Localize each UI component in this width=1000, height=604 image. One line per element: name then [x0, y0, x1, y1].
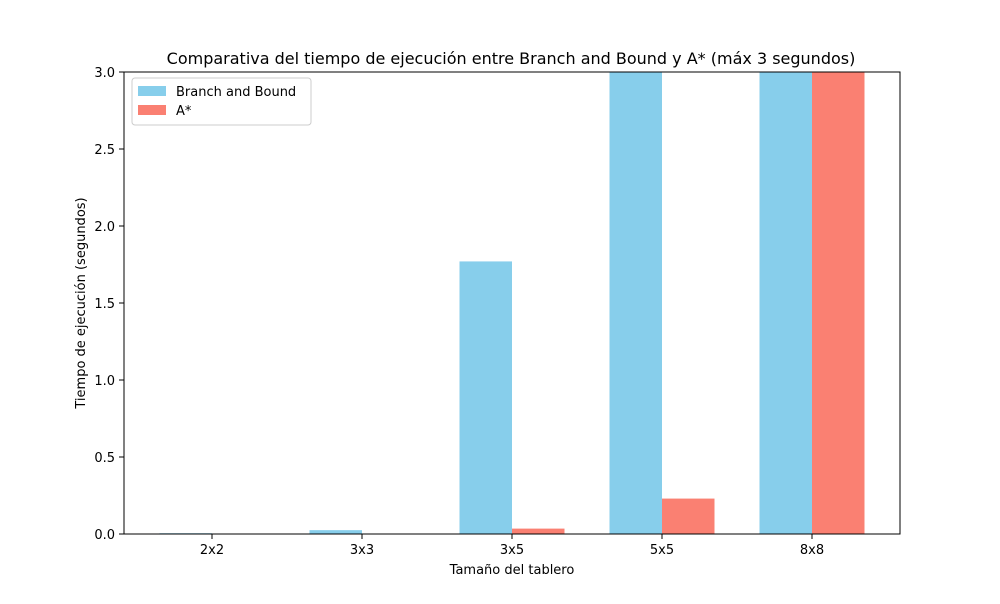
chart-title: Comparativa del tiempo de ejecución entr…	[167, 49, 856, 68]
y-tick-label: 0.5	[94, 451, 115, 466]
bar-a-star-5x5	[662, 499, 715, 534]
x-tick-label: 3x5	[500, 543, 524, 558]
y-tick-label: 1.5	[94, 297, 115, 312]
y-tick-label: 0.0	[94, 528, 115, 543]
bar-a-star-8x8	[812, 72, 865, 534]
x-tick-label: 5x5	[650, 543, 674, 558]
y-tick-label: 1.0	[94, 374, 115, 389]
legend: Branch and Bound A*	[132, 78, 311, 125]
y-axis-label: Tiempo de ejecución (segundos)	[74, 197, 89, 409]
y-axis: 0.0 0.5 1.0 1.5 2.0 2.5 3.0	[94, 66, 124, 543]
x-tick-label: 8x8	[800, 543, 824, 558]
x-tick-label: 2x2	[200, 543, 224, 558]
bar-branch-and-bound-3x5	[460, 261, 513, 534]
x-tick-label: 3x3	[350, 543, 374, 558]
bar-a-star-3x5	[512, 529, 565, 534]
y-tick-label: 3.0	[94, 66, 115, 81]
legend-label-a-star: A*	[176, 104, 192, 119]
legend-label-branch-and-bound: Branch and Bound	[176, 85, 296, 100]
y-tick-label: 2.0	[94, 220, 115, 235]
bar-branch-and-bound-3x3	[310, 530, 363, 534]
legend-swatch-branch-and-bound	[138, 86, 166, 96]
bars-layer	[160, 72, 865, 534]
legend-swatch-a-star	[138, 105, 166, 115]
bar-branch-and-bound-8x8	[760, 72, 813, 534]
x-axis: 2x2 3x3 3x5 5x5 8x8	[200, 534, 824, 558]
x-axis-label: Tamaño del tablero	[449, 563, 575, 578]
y-tick-label: 2.5	[94, 143, 115, 158]
bar-branch-and-bound-5x5	[610, 72, 663, 534]
